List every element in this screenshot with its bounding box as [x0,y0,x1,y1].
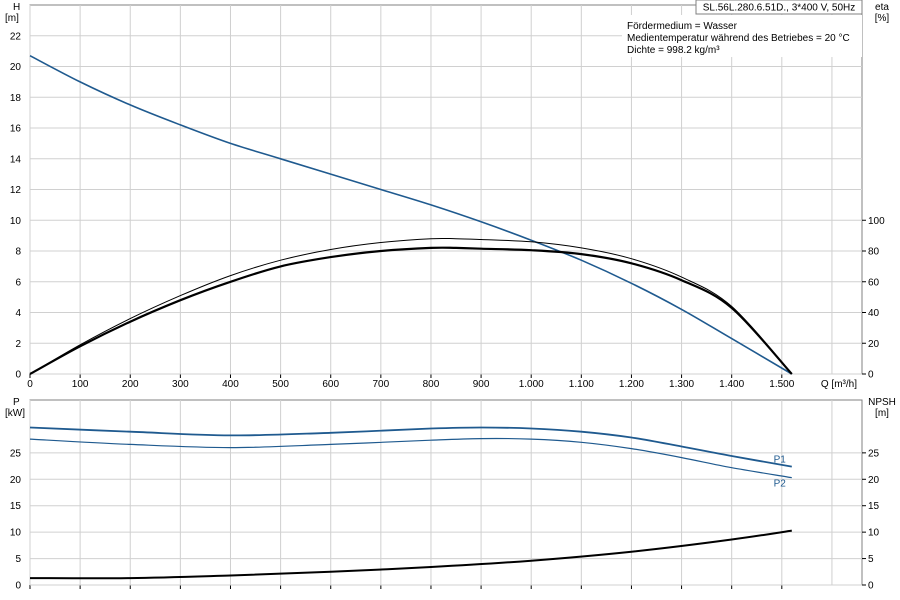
y-right-tick-label: 20 [868,475,880,486]
y-right-tick-label: 10 [868,528,880,539]
x-tick-label: 1.000 [519,379,544,390]
series-line-1-0 [29,426,792,468]
y-right-tick-label: 15 [868,501,880,512]
y-left-tick-label: 2 [15,339,21,350]
x-tick-label: 400 [222,379,239,390]
x-tick-label: 1.100 [569,379,594,390]
annotation-text: Medientemperatur während des Betriebes =… [627,33,850,44]
y-right-tick-label: 60 [868,277,880,288]
x-tick-label: 300 [172,379,189,390]
x-tick-label: 900 [473,379,490,390]
y-right-tick-label: 5 [868,554,874,565]
y-left-tick-label: 20 [10,475,22,486]
series-line-0-0 [29,54,793,375]
x-tick-label: 1.500 [769,379,794,390]
y-left-tick-label: 15 [10,501,22,512]
y-left-tick-label: 16 [10,124,22,135]
y-left-tick-label: 22 [10,31,22,42]
y-left-tick-label: 25 [10,448,22,459]
series-line-1-2 [29,529,792,580]
annotation-text: Fördermedium = Wasser [627,21,738,32]
x-tick-label: 600 [322,379,339,390]
y-left-tick-label: 0 [15,581,21,592]
x-axis-label: Q [m³/h] [821,379,857,390]
y-right-tick-label: 100 [868,216,885,227]
y-left-axis-unit: [kW] [5,408,25,419]
y-left-tick-label: 8 [15,247,21,258]
y-left-tick-label: 10 [10,528,22,539]
series-line-1-1 [29,437,792,479]
y-left-tick-label: 6 [15,277,21,288]
y-right-axis-unit: [m] [875,408,889,419]
y-left-tick-label: 10 [10,216,22,227]
x-tick-label: 0 [27,379,33,390]
y-right-axis-name: eta [875,2,889,13]
annotation-text: Dichte = 998.2 kg/m³ [627,45,720,56]
annotation-box [622,15,862,57]
plot-area-1 [29,399,863,586]
series-label: P2 [774,479,787,490]
x-tick-label: 200 [122,379,139,390]
title-box [695,0,863,15]
y-right-tick-label: 40 [868,308,880,319]
y-right-tick-label: 25 [868,448,880,459]
chart-title: SL.56L.280.6.51D., 3*400 V, 50Hz [703,3,856,14]
y-left-axis-name: H [13,2,20,13]
x-tick-label: 800 [423,379,440,390]
x-tick-label: 500 [272,379,289,390]
y-right-axis-name: NPSH [868,397,896,408]
y-left-tick-label: 18 [10,93,22,104]
y-left-tick-label: 0 [15,370,21,381]
x-tick-label: 700 [372,379,389,390]
y-right-tick-label: 20 [868,339,880,350]
y-right-tick-label: 80 [868,247,880,258]
y-right-tick-label: 0 [868,370,874,381]
x-tick-label: 1.200 [619,379,644,390]
y-left-tick-label: 20 [10,62,22,73]
y-left-tick-label: 14 [10,154,22,165]
x-tick-label: 1.300 [669,379,694,390]
y-right-axis-unit: [%] [875,13,890,24]
x-tick-label: 1.400 [719,379,744,390]
x-tick-label: 100 [72,379,89,390]
y-left-tick-label: 5 [15,554,21,565]
y-right-tick-label: 0 [868,581,874,592]
y-left-tick-label: 12 [10,185,22,196]
y-left-tick-label: 4 [15,308,21,319]
y-left-axis-unit: [m] [5,13,19,24]
series-line-0-1 [29,246,793,375]
y-left-axis-name: P [13,397,20,408]
series-label: P1 [774,455,787,466]
series-line-0-2 [29,237,793,375]
